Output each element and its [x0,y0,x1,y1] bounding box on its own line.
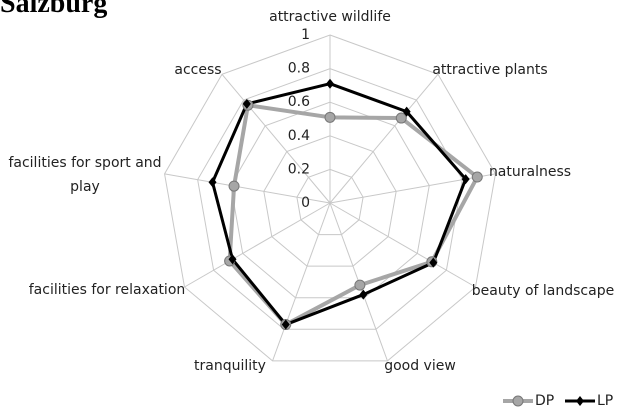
grid-ring [230,101,430,299]
y-tick-label: 0.4 [288,128,310,144]
point [429,257,438,268]
category-label: naturalness [488,164,572,180]
category-label: facilities for sport and play [8,155,162,195]
y-tick-label: 0.2 [288,161,310,177]
point [461,174,470,185]
y-tick-label: 0.6 [288,94,310,110]
series-line [211,82,468,327]
grid-ring [296,168,364,236]
point [228,254,237,265]
category-label: access [174,62,222,78]
point [395,112,407,124]
legend-marker [576,396,584,406]
grid-ring [197,68,463,330]
spoke [272,202,331,362]
chart-title: Salzburg [0,0,108,19]
point [402,106,411,117]
spoke [184,202,331,288]
y-tick-label: 0 [301,195,310,211]
legend-label: DP [535,393,554,409]
point [324,111,336,123]
grid-ring [164,34,496,362]
category-label: facilities for relaxation [28,282,186,298]
point [228,180,240,192]
point [281,319,290,330]
point [208,177,217,188]
series-line [227,103,480,327]
category-label: good view [384,358,456,374]
y-tick-label: 0.8 [288,61,310,77]
spoke [164,173,331,204]
spoke [221,73,331,204]
point [354,279,366,291]
category-label: tranquility [194,358,266,374]
category-label: attractive wildlife [269,9,391,25]
point [471,171,483,183]
spoke [329,202,476,288]
category-label: attractive plants [432,62,548,78]
y-tick-label: 1 [301,27,310,43]
point [242,98,251,109]
grid-ring [263,135,397,267]
point [326,78,334,89]
legend-marker [512,395,524,407]
legend-label: LP [597,393,613,409]
category-label: beauty of landscape [471,283,615,299]
point [359,289,368,300]
spoke [329,73,439,204]
